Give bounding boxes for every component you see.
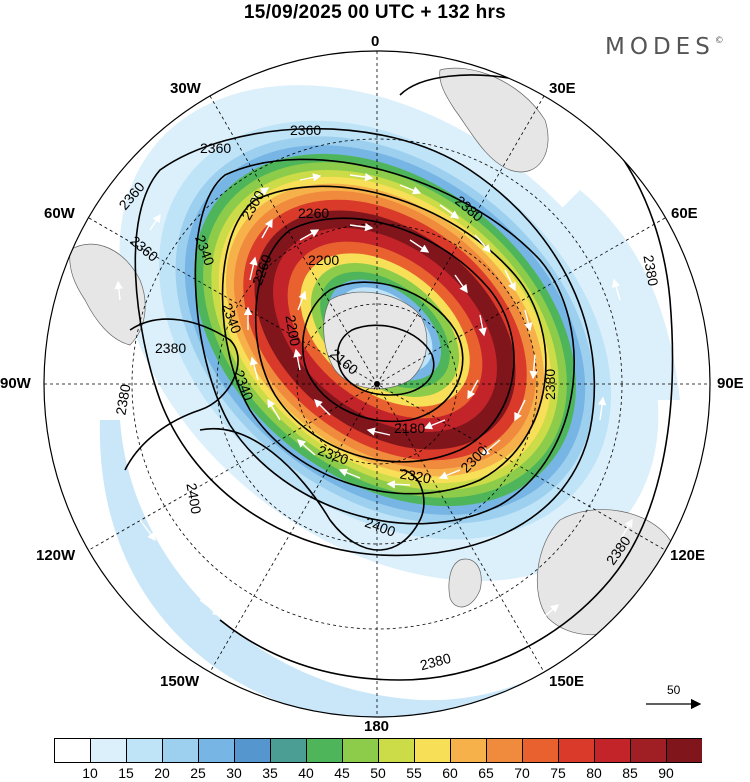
colorbar-tick-label: 75	[550, 765, 566, 781]
colorbar-tick-label: 25	[190, 765, 206, 781]
lon-label-30w: 30W	[170, 80, 201, 97]
map-boundary	[43, 50, 711, 718]
contour-label: 2180	[394, 420, 425, 436]
colorbar-tick-label: 40	[298, 765, 314, 781]
lon-label-90w: 90W	[0, 375, 31, 392]
colorbar-tick-label: 85	[622, 765, 638, 781]
lon-label-60e: 60E	[671, 205, 698, 222]
colorbar-swatch	[342, 738, 379, 763]
logo-text: MODES	[605, 34, 715, 60]
colorbar-tick-label: 60	[442, 765, 458, 781]
colorbar-tick-label: 80	[586, 765, 602, 781]
lon-label-90e: 90E	[717, 375, 744, 392]
contour-label: 2380	[155, 340, 186, 356]
contour-label: 2380	[640, 254, 661, 288]
lon-label-120w: 120W	[36, 547, 76, 564]
height-contours	[124, 74, 674, 681]
colorbar-swatch	[198, 738, 235, 763]
contour-label: 2260	[298, 205, 329, 221]
colorbar-swatch	[414, 738, 451, 763]
contour-2340	[194, 158, 575, 525]
colorbar-swatch	[486, 738, 523, 763]
reference-vector	[646, 698, 702, 710]
lon-label-120e: 120E	[670, 547, 706, 564]
lon-label-30e: 30E	[549, 80, 576, 97]
contour-label: 2380	[418, 650, 452, 674]
colorbar-tick-label: 65	[478, 765, 494, 781]
antarctica-landmass	[323, 291, 428, 390]
colorbar-tick-label: 45	[334, 765, 350, 781]
colorbar-tick-label: 70	[514, 765, 530, 781]
lon-label-150e: 150E	[549, 673, 585, 690]
contour-2380b	[124, 318, 239, 471]
colorbar-swatch	[594, 738, 631, 763]
colorbar-swatch	[378, 738, 415, 763]
contour-label: 2400	[183, 482, 204, 516]
colorbar-tick-label: 30	[226, 765, 242, 781]
contour-label: 2200	[282, 314, 303, 348]
land	[69, 67, 674, 636]
contour-2360	[134, 127, 596, 557]
africa-landmass	[439, 67, 549, 173]
colorbar-tick-label: 55	[406, 765, 422, 781]
colorbar-swatch	[234, 738, 271, 763]
reference-vector-label: 50	[667, 683, 681, 697]
colorbar-swatch	[558, 738, 595, 763]
contour-label: 2380	[542, 369, 558, 400]
south-america-landmass	[69, 243, 146, 346]
lon-label-0: 0	[371, 33, 380, 50]
colorbar-tick-label: 50	[370, 765, 386, 781]
contour-2200	[302, 281, 464, 423]
colorbar-swatch	[630, 738, 667, 763]
colorbar-swatch	[666, 738, 702, 763]
contour-label: 2360	[290, 122, 321, 138]
map-title: 15/09/2025 00 UTC + 132 hrs	[243, 2, 507, 23]
colorbar-tick-label: 35	[262, 765, 278, 781]
colorbar-swatch	[522, 738, 559, 763]
australia-landmass	[536, 509, 674, 636]
colorbar-tick-label: 20	[154, 765, 170, 781]
modes-logo: MODES©	[605, 34, 724, 60]
copyright-mark: ©	[714, 36, 724, 46]
lon-label-60w: 60W	[44, 205, 75, 222]
lon-label-180: 180	[364, 718, 390, 735]
contour-2400	[199, 427, 425, 551]
colorbar-tick-label: 90	[658, 765, 674, 781]
colorbar-swatch	[162, 738, 199, 763]
outer-jet-band-2	[560, 190, 680, 400]
wind-vectors	[114, 164, 633, 658]
colorbar-swatch	[126, 738, 163, 763]
contour-label: 2200	[308, 252, 339, 268]
colorbar-tick-label: 15	[118, 765, 134, 781]
colorbar-swatch	[306, 738, 343, 763]
new-zealand-landmass	[448, 558, 482, 608]
colorbar-swatch	[270, 738, 307, 763]
colorbar-swatch	[90, 738, 127, 763]
contour-label: 2320	[399, 465, 433, 486]
outer-jet-band	[99, 420, 710, 717]
colorbar-swatch	[450, 738, 487, 763]
contour-2300	[221, 185, 547, 495]
colorbar-swatch	[54, 738, 91, 763]
contour-label: 2360	[200, 140, 231, 156]
contour-2160	[336, 324, 435, 396]
contour-label: 2380	[112, 383, 133, 417]
contour-2260	[254, 217, 515, 463]
colorbar-tick-label: 10	[82, 765, 98, 781]
lon-label-150w: 150W	[160, 673, 200, 690]
colorbar	[54, 738, 702, 763]
south-pole-marker	[374, 381, 380, 387]
